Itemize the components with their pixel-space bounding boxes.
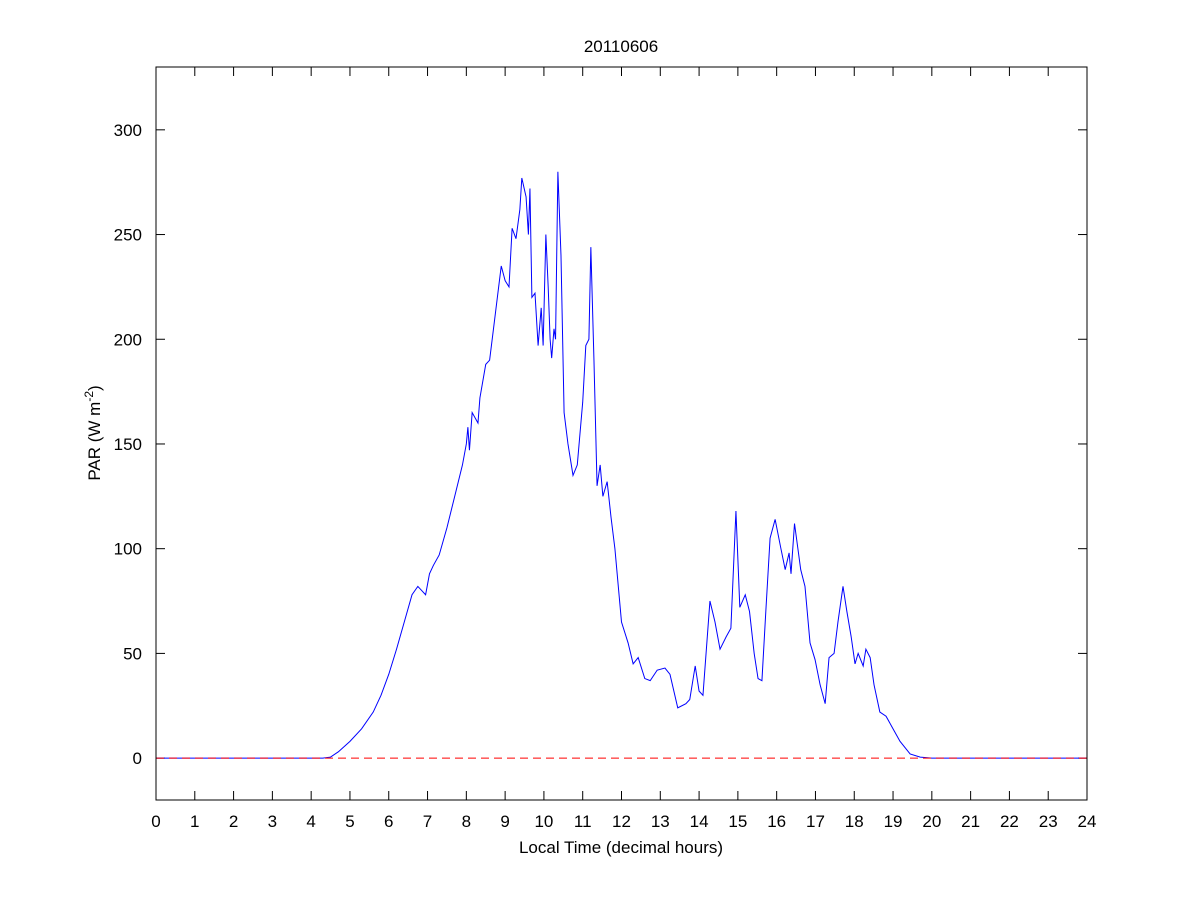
x-tick-label: 4: [306, 812, 315, 831]
x-tick-label: 13: [651, 812, 670, 831]
x-tick-label: 12: [612, 812, 631, 831]
x-tick-label: 24: [1078, 812, 1097, 831]
x-tick-label: 0: [151, 812, 160, 831]
y-tick-label: 50: [123, 644, 142, 663]
y-tick-label: 200: [114, 330, 142, 349]
chart-title: 20110606: [584, 37, 658, 56]
data-line: [156, 171, 1087, 759]
y-axis-label-text: PAR (W m: [85, 402, 104, 481]
x-tick-label: 18: [845, 812, 864, 831]
x-tick-label: 19: [884, 812, 903, 831]
x-tick-label: 9: [500, 812, 509, 831]
y-tick-label: 150: [114, 435, 142, 454]
y-tick-label: 0: [133, 749, 142, 768]
y-axis-label-suffix: ): [85, 385, 104, 391]
x-tick-label: 5: [345, 812, 354, 831]
x-tick-label: 23: [1039, 812, 1058, 831]
x-tick-label: 8: [462, 812, 471, 831]
x-tick-label: 11: [574, 812, 592, 831]
x-tick-label: 2: [229, 812, 238, 831]
x-tick-label: 7: [423, 812, 432, 831]
y-axis-label-superscript: -2: [82, 391, 96, 402]
y-tick-label: 300: [114, 121, 142, 140]
x-tick-label: 20: [922, 812, 941, 831]
x-tick-label: 17: [806, 812, 825, 831]
x-tick-label: 14: [690, 812, 709, 831]
x-axis-label: Local Time (decimal hours): [519, 838, 723, 857]
x-tick-label: 16: [767, 812, 786, 831]
x-tick-label: 10: [534, 812, 553, 831]
x-tick-label: 3: [268, 812, 277, 831]
x-tick-label: 1: [190, 812, 199, 831]
x-tick-label: 22: [1000, 812, 1019, 831]
x-tick-label: 21: [961, 812, 980, 831]
x-tick-label: 15: [728, 812, 747, 831]
plot-frame: [155, 66, 1088, 801]
x-tick-label: 6: [384, 812, 393, 831]
y-axis-label: PAR (W m-2): [82, 385, 104, 480]
y-tick-label: 250: [114, 226, 142, 245]
y-tick-label: 100: [114, 540, 142, 559]
